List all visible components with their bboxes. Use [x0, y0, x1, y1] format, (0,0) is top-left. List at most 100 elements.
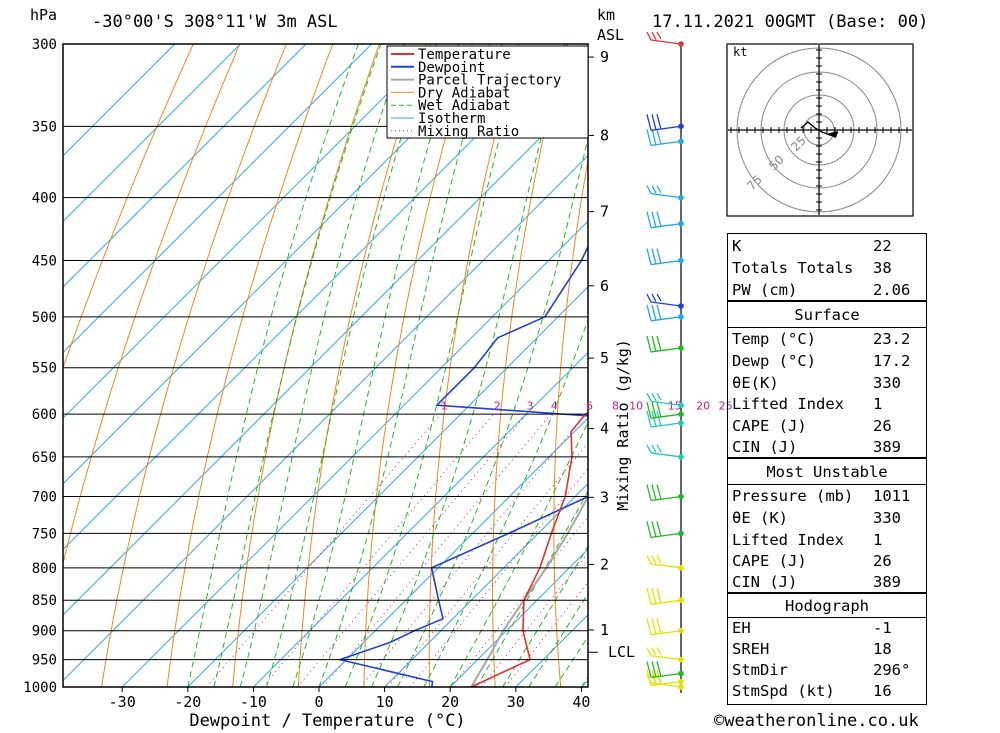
km-tick-label: 6	[600, 277, 609, 295]
wet-adiabat-line	[239, 44, 406, 687]
pressure-tick-label: 500	[32, 310, 57, 326]
wet-adiabat-line	[187, 44, 359, 687]
isotherm-line	[384, 482, 588, 687]
wet-adiabat-line	[292, 44, 459, 687]
pressure-tick-label: 900	[32, 624, 57, 640]
wind-barb	[646, 185, 684, 201]
temperature-tick-label: 10	[376, 693, 394, 711]
isotherm-line	[449, 548, 588, 687]
totals-totals-row: Totals Totals 38	[732, 259, 892, 277]
pressure-tick-label: 400	[32, 191, 57, 207]
legend-entry: Dry Adiabat	[418, 85, 511, 101]
eh-row: EH -1	[732, 619, 892, 637]
wind-barb	[646, 129, 684, 147]
legend-entry: Isotherm	[418, 111, 485, 127]
pressure-tick-label: 850	[32, 593, 57, 609]
temperature-tick-label: 40	[572, 693, 590, 711]
mixing-ratio-tick-label: 20	[696, 399, 710, 412]
most-unstable-table: Most Unstable Pressure (mb) 1011 θE (K) 33…	[727, 458, 927, 593]
pressure-tick-label: 1000	[23, 680, 57, 696]
wind-barb	[646, 484, 684, 502]
pressure-tick-label: 950	[32, 653, 57, 669]
wind-barb	[646, 410, 684, 428]
mu-theta-row: θE (K) 330	[732, 509, 901, 527]
dewpoint-line	[339, 244, 588, 687]
wind-barb	[646, 392, 684, 409]
hodograph-storm-marker	[826, 131, 838, 138]
legend-box	[386, 45, 589, 139]
temperature-tick-label: 0	[314, 693, 323, 711]
wind-barb	[646, 444, 684, 460]
mu-cape-row: CAPE (J) 26	[732, 552, 892, 570]
km-tick-label: 7	[600, 203, 609, 221]
mixing-ratio-line	[387, 442, 588, 687]
dry-adiabat-line	[166, 44, 334, 687]
wind-barb	[646, 248, 684, 266]
isotherm-line	[63, 44, 372, 354]
wind-barb	[646, 588, 684, 605]
surface-li-row: Lifted Index 1	[732, 395, 883, 413]
isotherm-line	[318, 417, 588, 687]
dry-adiabat-line	[935, 44, 1000, 687]
temperature-line	[470, 412, 588, 687]
wind-barb	[646, 31, 684, 47]
mixing-ratio-axis-label: Mixing Ratio (g/kg)	[614, 339, 632, 511]
dry-adiabat-line	[983, 44, 1000, 687]
km-tick-label: 2	[600, 555, 609, 573]
mixing-ratio-line	[206, 413, 441, 687]
pressure-tick-label: 600	[32, 407, 57, 423]
km-tick-label: 3	[600, 488, 609, 506]
mu-li-row: Lifted Index 1	[732, 531, 883, 549]
mixing-ratio-line	[322, 413, 552, 687]
dry-adiabat-line	[101, 44, 287, 687]
wind-barb	[646, 661, 684, 679]
mixing-ratio-tick-label: 6	[586, 399, 593, 412]
km-tick-label: 4	[600, 420, 609, 438]
mu-cin-row: CIN (J) 389	[732, 573, 901, 591]
mixing-ratio-line	[450, 516, 588, 687]
stmdir-row: StmDir 296°	[732, 661, 911, 679]
surface-title: Surface	[794, 306, 860, 324]
km-tick-label: 5	[600, 349, 609, 367]
isotherm-line	[63, 44, 176, 157]
isotherm-line	[63, 44, 307, 288]
wind-barb	[646, 293, 684, 309]
dry-adiabat-line	[363, 44, 473, 687]
mixing-ratio-tick-label: 4	[551, 399, 558, 412]
surface-cin-row: CIN (J) 389	[732, 438, 901, 456]
wind-barb	[646, 521, 684, 539]
surface-temp-row: Temp (°C) 23.2	[732, 330, 911, 348]
stmspd-row: StmSpd (kt) 16	[732, 682, 892, 700]
pressure-tick-label: 650	[32, 450, 57, 466]
legend-entry: Dewpoint	[418, 60, 485, 76]
indices-table: K 22 Totals Totals 38 PW (cm) 2.06	[727, 233, 927, 301]
wind-barb	[646, 555, 684, 571]
asl-unit-label: ASL	[597, 26, 625, 44]
wind-barb	[646, 647, 684, 663]
pressure-tick-label: 300	[32, 37, 57, 53]
mixing-ratio-tick-label: 8	[612, 399, 619, 412]
datetime-title: 17.11.2021 00GMT (Base: 00)	[652, 12, 929, 32]
hodograph-table: Hodograph EH -1 SREH 18 StmDir 296° StmSpd …	[727, 593, 927, 705]
surface-cape-row: CAPE (J) 26	[732, 417, 892, 435]
copyright-link[interactable]: ©weatheronline.co.uk	[714, 711, 919, 731]
wet-adiabat-line	[344, 44, 526, 687]
km-tick-label: 1	[600, 621, 609, 639]
mixing-ratio-tick-label: 3	[527, 399, 534, 412]
mu-pressure-row: Pressure (mb) 1011	[732, 487, 911, 505]
temperature-tick-label: -10	[240, 693, 267, 711]
isotherm-line	[63, 154, 588, 682]
mixing-ratio-line	[360, 413, 587, 687]
hpa-unit-label: hPa	[30, 6, 58, 24]
km-unit-label: km	[597, 6, 616, 24]
legend-entry: Temperature	[418, 47, 511, 63]
wet-adiabat-line	[266, 44, 431, 687]
mixing-ratio-tick-label: 1	[441, 399, 448, 412]
isotherm-line	[121, 220, 588, 687]
legend-entry: Parcel Trajectory	[418, 73, 561, 89]
hodograph-title: Hodograph	[785, 597, 869, 615]
lcl-label: LCL	[608, 643, 635, 661]
pressure-tick-label: 700	[32, 490, 57, 506]
wind-barb	[646, 618, 684, 636]
